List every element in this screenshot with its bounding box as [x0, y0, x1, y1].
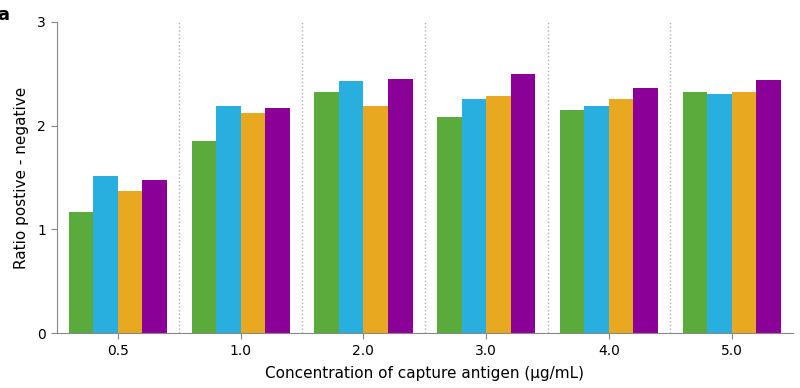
Bar	[216, 106, 241, 333]
Bar	[142, 180, 167, 333]
Bar	[634, 88, 658, 333]
Bar	[314, 92, 339, 333]
Bar	[732, 92, 756, 333]
Bar	[560, 110, 584, 333]
Bar	[437, 118, 462, 333]
Bar	[94, 175, 118, 333]
Bar	[462, 99, 486, 333]
Bar	[486, 95, 510, 333]
Bar	[510, 74, 535, 333]
Y-axis label: Ratio postive - negative: Ratio postive - negative	[14, 87, 29, 269]
Bar	[756, 80, 781, 333]
Bar	[707, 94, 732, 333]
Bar	[609, 99, 634, 333]
Bar	[339, 81, 363, 333]
Bar	[69, 212, 94, 333]
Bar	[682, 92, 707, 333]
Bar	[191, 141, 216, 333]
Bar	[241, 113, 266, 333]
Bar	[584, 106, 609, 333]
Bar	[266, 108, 290, 333]
Text: a: a	[0, 6, 10, 24]
X-axis label: Concentration of capture antigen (µg/mL): Concentration of capture antigen (µg/mL)	[266, 366, 584, 381]
Bar	[388, 79, 413, 333]
Bar	[363, 106, 388, 333]
Bar	[118, 191, 142, 333]
